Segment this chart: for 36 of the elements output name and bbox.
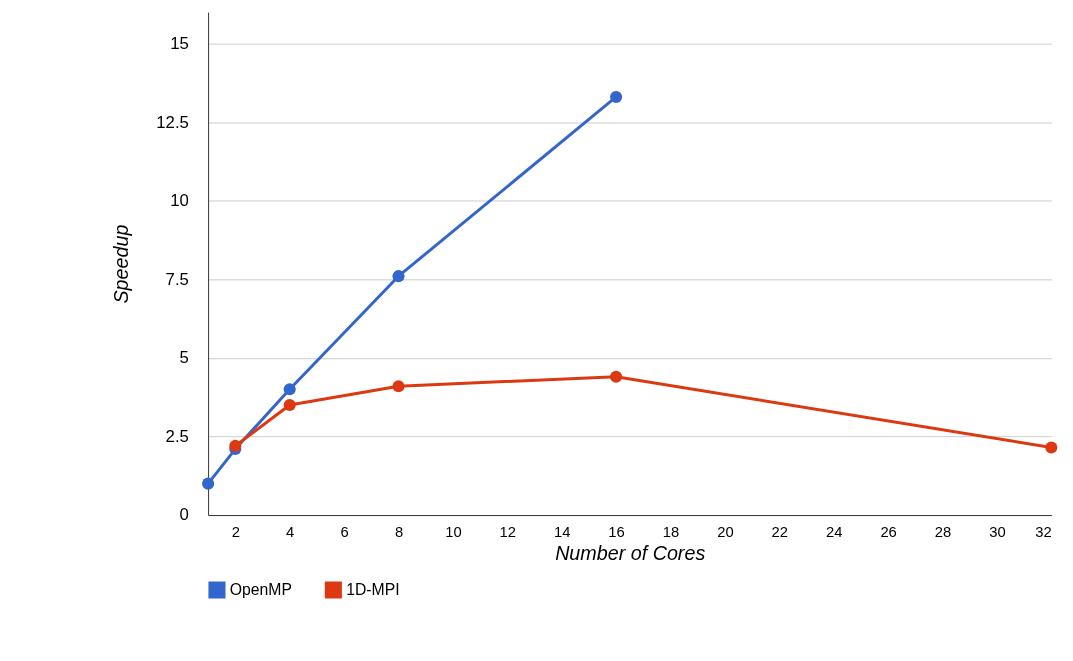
y-tick-label: 5 — [179, 348, 189, 368]
x-tick-label: 16 — [608, 524, 625, 541]
x-tick-label: 24 — [825, 524, 843, 541]
x-tick-label: 6 — [340, 524, 349, 541]
y-tick-label: 0 — [179, 505, 189, 525]
point — [283, 399, 296, 412]
point — [392, 380, 405, 393]
y-tick-label: 7.5 — [165, 269, 189, 289]
x-tick-label: 10 — [445, 524, 462, 541]
x-tick-label: 26 — [880, 524, 897, 541]
x-tick-label: 28 — [934, 524, 952, 541]
point — [1045, 441, 1058, 454]
point — [610, 90, 623, 103]
y-tick-label: 12.5 — [156, 112, 189, 132]
x-tick-label: 8 — [394, 524, 404, 541]
x-tick-label: 22 — [771, 524, 789, 541]
x-tick-label: 12 — [499, 524, 517, 541]
x-tick-label: 30 — [989, 524, 1006, 541]
x-tick-label: 4 — [286, 524, 295, 541]
point — [229, 439, 242, 452]
y-tick-label: 15 — [170, 33, 189, 53]
x-tick-label: 18 — [662, 524, 680, 541]
x-tick-label: 20 — [717, 524, 734, 541]
y-tick-label: 10 — [170, 191, 189, 211]
x-axis-title: Number of Cores — [555, 541, 706, 564]
x-tick-label: 32 — [1035, 524, 1052, 541]
x-tick-label: 14 — [553, 524, 571, 541]
point — [610, 370, 623, 383]
x-tick-label: 2 — [231, 524, 240, 541]
point — [392, 270, 405, 283]
legend-label: 1D-MPI — [346, 580, 400, 598]
point — [283, 383, 296, 396]
y-axis-title: Speedup — [109, 224, 132, 304]
y-tick-label: 2.5 — [165, 426, 189, 446]
legend-label: OpenMP — [229, 580, 293, 598]
point — [202, 477, 215, 490]
